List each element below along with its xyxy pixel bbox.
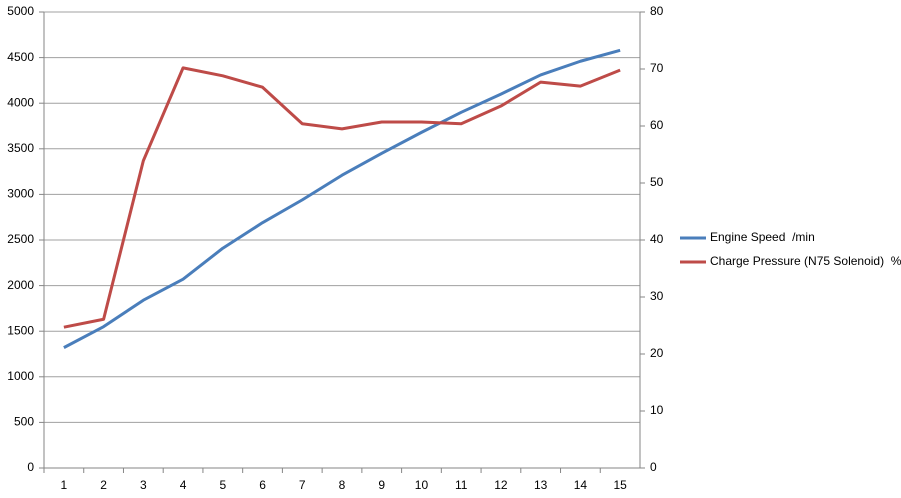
legend-label: Engine Speed /min [710,230,815,244]
x-tick-label: 5 [219,478,226,492]
x-tick-label: 10 [415,478,429,492]
y-tick-label: 3000 [7,187,34,201]
y2-tick-label: 60 [650,118,664,132]
y2-tick-label: 20 [650,346,664,360]
y2-tick-label: 30 [650,289,664,303]
x-tick-label: 7 [299,478,306,492]
y-tick-label: 5000 [7,4,34,18]
series-line [63,66,621,329]
y2-tick-label: 10 [650,403,664,417]
x-tick-label: 1 [61,478,68,492]
y2-tick-label: 0 [650,460,657,474]
y-tick-label: 1000 [7,369,34,383]
x-tick-label: 12 [494,478,508,492]
x-tick-label: 11 [455,478,468,492]
series-line [63,48,621,349]
x-tick-label: 14 [574,478,588,492]
y2-tick-label: 50 [650,175,664,189]
y-tick-label: 2500 [7,232,34,246]
x-tick-label: 13 [534,478,548,492]
x-tick-label: 9 [378,478,385,492]
x-tick-label: 2 [100,478,107,492]
x-tick-label: 15 [613,478,627,492]
x-tick-label: 8 [339,478,346,492]
y-tick-label: 3500 [7,141,34,155]
y-tick-label: 1500 [7,323,34,337]
y-tick-label: 4000 [7,95,34,109]
y-tick-label: 500 [14,415,34,429]
legend-label: Charge Pressure (N75 Solenoid) % [710,254,901,268]
x-tick-label: 3 [140,478,147,492]
x-tick-label: 6 [259,478,266,492]
y-tick-label: 0 [27,460,34,474]
y2-tick-label: 40 [650,232,664,246]
y2-tick-label: 70 [650,61,664,75]
y-tick-label: 2000 [7,278,34,292]
y2-tick-label: 80 [650,4,664,18]
x-tick-label: 4 [180,478,187,492]
y-tick-label: 4500 [7,50,34,64]
